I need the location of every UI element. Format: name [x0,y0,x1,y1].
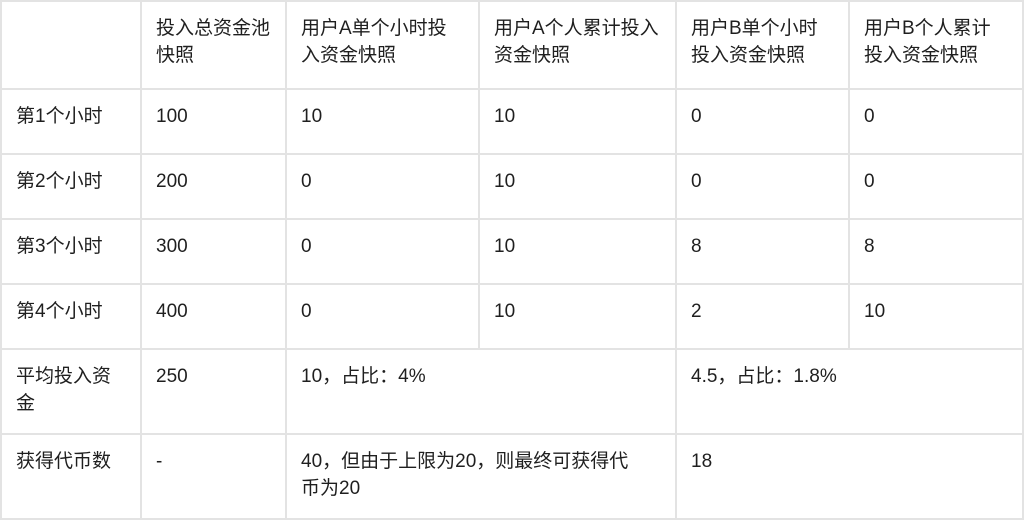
cell: 400 [140,283,287,350]
cell: 0 [675,88,850,155]
cell: 300 [140,218,287,285]
cell: 10，占比：4% [285,348,677,435]
table-row: 第1个小时 100 10 10 0 0 [0,88,1024,155]
cell: 200 [140,153,287,220]
cell: 10 [478,153,677,220]
cell: 250 [140,348,287,435]
cell: 10 [478,218,677,285]
row-label: 第3个小时 [0,218,142,285]
row-label: 第4个小时 [0,283,142,350]
table-row: 第3个小时 300 0 10 8 8 [0,218,1024,285]
cell: 8 [675,218,850,285]
header-cell: 用户B个人累计投入资金快照 [848,0,1024,90]
cell: 0 [285,283,480,350]
header-cell: 用户A个人累计投入资金快照 [478,0,677,90]
row-label: 第2个小时 [0,153,142,220]
table-row: 第4个小时 400 0 10 2 10 [0,283,1024,350]
cell: 0 [848,153,1024,220]
cell: 100 [140,88,287,155]
cell: 2 [675,283,850,350]
cell: 40，但由于上限为20，则最终可获得代币为20 [285,433,677,520]
cell: 10 [285,88,480,155]
cell: 0 [675,153,850,220]
header-cell: 用户B单个小时投入资金快照 [675,0,850,90]
cell: - [140,433,287,520]
cell: 10 [478,88,677,155]
cell: 0 [285,153,480,220]
header-cell: 用户A单个小时投入资金快照 [285,0,480,90]
cell: 10 [478,283,677,350]
header-cell: 投入总资金池快照 [140,0,287,90]
row-label: 获得代币数 [0,433,142,520]
cell: 10 [848,283,1024,350]
cell: 4.5，占比：1.8% [675,348,1024,435]
header-row: 投入总资金池快照 用户A单个小时投入资金快照 用户A个人累计投入资金快照 用户B… [0,0,1024,90]
cell: 0 [848,88,1024,155]
cell: 8 [848,218,1024,285]
cell: 18 [675,433,1024,520]
average-row: 平均投入资金 250 10，占比：4% 4.5，占比：1.8% [0,348,1024,435]
row-label: 第1个小时 [0,88,142,155]
table-row: 第2个小时 200 0 10 0 0 [0,153,1024,220]
header-cell [0,0,142,90]
tokens-row: 获得代币数 - 40，但由于上限为20，则最终可获得代币为20 18 [0,433,1024,520]
row-label: 平均投入资金 [0,348,142,435]
cell: 0 [285,218,480,285]
